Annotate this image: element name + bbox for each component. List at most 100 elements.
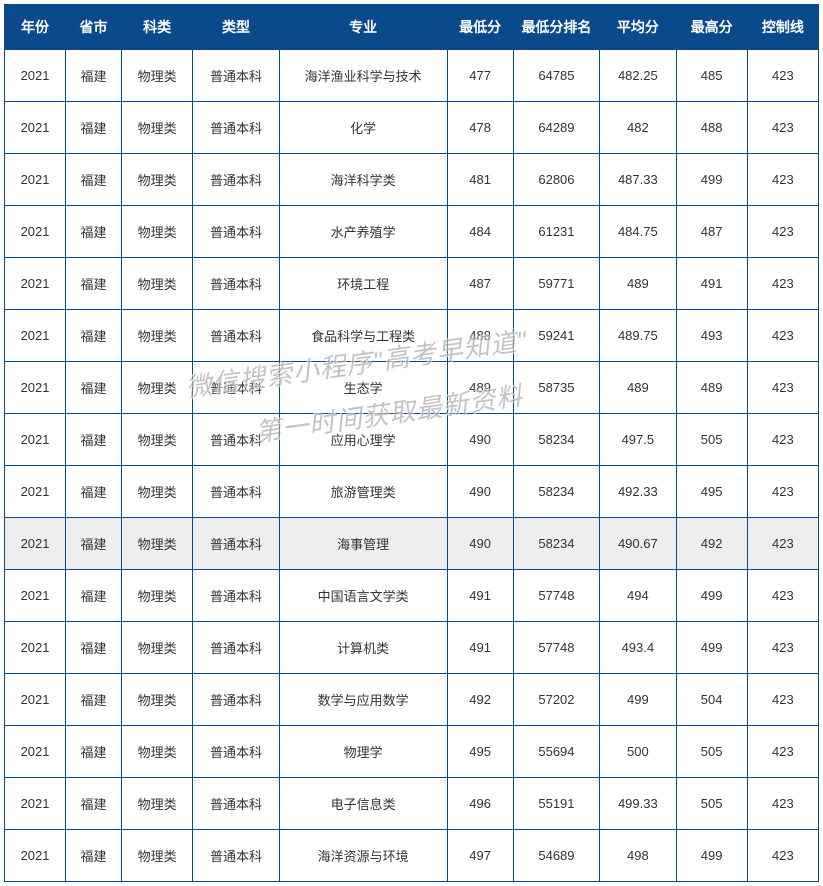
cell-minScore: 491 <box>447 622 513 674</box>
table-row: 2021福建物理类普通本科旅游管理类49058234492.33495423 <box>5 466 819 518</box>
cell-ctrlLine: 423 <box>747 830 818 882</box>
cell-ctrlLine: 423 <box>747 466 818 518</box>
col-header-minScore: 最低分 <box>447 5 513 50</box>
cell-province: 福建 <box>66 362 122 414</box>
cell-ctrlLine: 423 <box>747 570 818 622</box>
cell-avgScore: 489 <box>600 258 676 310</box>
table-row: 2021福建物理类普通本科中国语言文学类49157748494499423 <box>5 570 819 622</box>
table-row: 2021福建物理类普通本科海事管理49058234490.67492423 <box>5 518 819 570</box>
cell-maxScore: 495 <box>676 466 747 518</box>
cell-type: 普通本科 <box>193 414 279 466</box>
table-row: 2021福建物理类普通本科数学与应用数学49257202499504423 <box>5 674 819 726</box>
cell-category: 物理类 <box>122 570 193 622</box>
cell-minScore: 495 <box>447 726 513 778</box>
cell-minScore: 490 <box>447 414 513 466</box>
cell-avgScore: 484.75 <box>600 206 676 258</box>
cell-type: 普通本科 <box>193 830 279 882</box>
col-header-category: 科类 <box>122 5 193 50</box>
cell-type: 普通本科 <box>193 102 279 154</box>
cell-maxScore: 492 <box>676 518 747 570</box>
cell-minRank: 58735 <box>513 362 599 414</box>
col-header-year: 年份 <box>5 5 66 50</box>
cell-ctrlLine: 423 <box>747 622 818 674</box>
cell-ctrlLine: 423 <box>747 50 818 102</box>
cell-category: 物理类 <box>122 830 193 882</box>
cell-province: 福建 <box>66 466 122 518</box>
cell-major: 环境工程 <box>279 258 447 310</box>
cell-category: 物理类 <box>122 258 193 310</box>
cell-type: 普通本科 <box>193 258 279 310</box>
cell-minScore: 492 <box>447 674 513 726</box>
col-header-major: 专业 <box>279 5 447 50</box>
cell-category: 物理类 <box>122 50 193 102</box>
cell-category: 物理类 <box>122 622 193 674</box>
cell-category: 物理类 <box>122 102 193 154</box>
cell-type: 普通本科 <box>193 570 279 622</box>
cell-minRank: 57748 <box>513 622 599 674</box>
cell-avgScore: 499 <box>600 674 676 726</box>
cell-major: 海洋资源与环境 <box>279 830 447 882</box>
cell-ctrlLine: 423 <box>747 206 818 258</box>
cell-type: 普通本科 <box>193 362 279 414</box>
cell-maxScore: 505 <box>676 778 747 830</box>
cell-province: 福建 <box>66 414 122 466</box>
cell-major: 水产养殖学 <box>279 206 447 258</box>
cell-major: 应用心理学 <box>279 414 447 466</box>
cell-ctrlLine: 423 <box>747 362 818 414</box>
col-header-province: 省市 <box>66 5 122 50</box>
cell-minScore: 497 <box>447 830 513 882</box>
cell-province: 福建 <box>66 102 122 154</box>
cell-type: 普通本科 <box>193 310 279 362</box>
cell-year: 2021 <box>5 362 66 414</box>
cell-major: 计算机类 <box>279 622 447 674</box>
cell-avgScore: 489.75 <box>600 310 676 362</box>
table-row: 2021福建物理类普通本科化学47864289482488423 <box>5 102 819 154</box>
cell-year: 2021 <box>5 258 66 310</box>
cell-province: 福建 <box>66 830 122 882</box>
table-row: 2021福建物理类普通本科海洋科学类48162806487.33499423 <box>5 154 819 206</box>
cell-major: 海洋科学类 <box>279 154 447 206</box>
cell-province: 福建 <box>66 570 122 622</box>
cell-maxScore: 505 <box>676 414 747 466</box>
cell-province: 福建 <box>66 258 122 310</box>
cell-minRank: 57748 <box>513 570 599 622</box>
cell-minScore: 484 <box>447 206 513 258</box>
cell-avgScore: 482.25 <box>600 50 676 102</box>
cell-avgScore: 493.4 <box>600 622 676 674</box>
cell-type: 普通本科 <box>193 726 279 778</box>
cell-category: 物理类 <box>122 726 193 778</box>
col-header-type: 类型 <box>193 5 279 50</box>
cell-avgScore: 498 <box>600 830 676 882</box>
table-row: 2021福建物理类普通本科电子信息类49655191499.33505423 <box>5 778 819 830</box>
cell-avgScore: 490.67 <box>600 518 676 570</box>
table-row: 2021福建物理类普通本科水产养殖学48461231484.75487423 <box>5 206 819 258</box>
cell-major: 电子信息类 <box>279 778 447 830</box>
cell-year: 2021 <box>5 206 66 258</box>
cell-avgScore: 497.5 <box>600 414 676 466</box>
cell-type: 普通本科 <box>193 206 279 258</box>
cell-ctrlLine: 423 <box>747 726 818 778</box>
cell-year: 2021 <box>5 414 66 466</box>
cell-minScore: 488 <box>447 310 513 362</box>
cell-minScore: 477 <box>447 50 513 102</box>
cell-ctrlLine: 423 <box>747 154 818 206</box>
cell-minRank: 58234 <box>513 518 599 570</box>
cell-year: 2021 <box>5 466 66 518</box>
cell-year: 2021 <box>5 726 66 778</box>
cell-avgScore: 492.33 <box>600 466 676 518</box>
cell-minScore: 487 <box>447 258 513 310</box>
cell-year: 2021 <box>5 310 66 362</box>
cell-maxScore: 499 <box>676 830 747 882</box>
cell-category: 物理类 <box>122 466 193 518</box>
cell-type: 普通本科 <box>193 622 279 674</box>
cell-type: 普通本科 <box>193 518 279 570</box>
col-header-avgScore: 平均分 <box>600 5 676 50</box>
cell-major: 海事管理 <box>279 518 447 570</box>
cell-province: 福建 <box>66 50 122 102</box>
cell-year: 2021 <box>5 622 66 674</box>
cell-minRank: 55191 <box>513 778 599 830</box>
cell-province: 福建 <box>66 518 122 570</box>
cell-minRank: 58234 <box>513 414 599 466</box>
cell-major: 化学 <box>279 102 447 154</box>
cell-maxScore: 485 <box>676 50 747 102</box>
